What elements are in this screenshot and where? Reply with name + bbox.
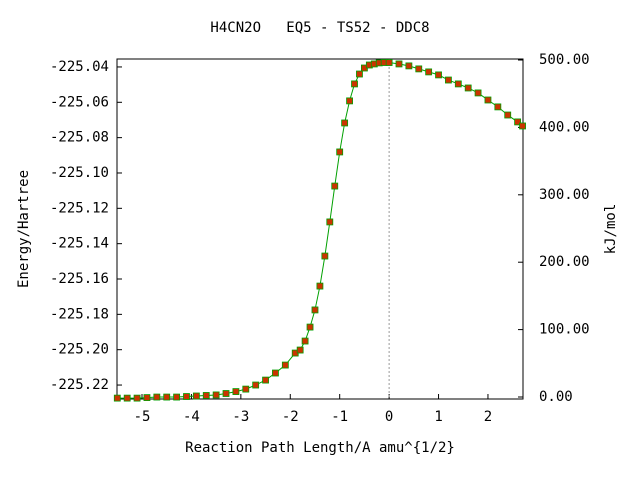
y2-tick-label: 0.00 (539, 389, 573, 405)
y2-tick-label: 500.00 (539, 52, 590, 68)
y-tick-label: -225.20 (50, 342, 109, 358)
chart-title: H4CN2O EQ5 - TS52 - DDC8 (210, 20, 429, 36)
y-tick-label: -225.16 (50, 271, 109, 287)
x-tick-label: -3 (232, 409, 249, 425)
data-point (222, 390, 230, 397)
data-point (301, 337, 309, 345)
y-tick-label: -225.10 (50, 165, 109, 181)
y-tick-label: -225.14 (50, 236, 109, 252)
data-point (385, 59, 393, 66)
data-point (395, 60, 403, 68)
data-point (113, 394, 121, 402)
data-point (484, 96, 492, 104)
x-tick-label: 2 (484, 409, 492, 425)
y-tick-label: -225.08 (50, 130, 109, 146)
data-point (306, 323, 314, 331)
data-point (504, 111, 512, 119)
y2-tick-label: 400.00 (539, 119, 590, 135)
data-point (326, 218, 334, 226)
data-point (311, 306, 319, 314)
data-point (464, 84, 472, 92)
data-point (341, 119, 349, 127)
y2-tick-label: 200.00 (539, 254, 590, 270)
data-point (405, 62, 413, 70)
data-point (331, 182, 339, 190)
y2-tick-label: 300.00 (539, 187, 590, 203)
data-point (232, 388, 240, 395)
data-point (519, 122, 526, 130)
y2-tick-label: 100.00 (539, 322, 590, 338)
y2-axis-label: kJ/mol (603, 204, 619, 255)
y-tick-label: -225.06 (50, 94, 109, 110)
data-point (202, 392, 210, 399)
x-tick-label: -4 (183, 409, 200, 425)
y-axis-label: Energy/Hartree (16, 170, 32, 288)
data-point (435, 71, 442, 79)
data-point (316, 282, 324, 290)
x-tick-label: -5 (134, 409, 151, 425)
data-point (336, 148, 344, 156)
data-point (262, 376, 269, 384)
data-point (143, 394, 151, 401)
data-point (514, 118, 522, 126)
data-point (296, 346, 304, 354)
data-point (346, 97, 353, 105)
x-tick-label: 1 (434, 409, 442, 425)
data-point (183, 393, 190, 400)
data-point (356, 70, 363, 78)
data-point (445, 76, 452, 84)
data-point (494, 103, 502, 111)
x-axis-label: Reaction Path Length/A amu^{1/2} (185, 440, 455, 456)
data-point (272, 369, 279, 377)
y-tick-label: -225.22 (50, 377, 109, 393)
data-point (153, 393, 161, 401)
data-point (351, 80, 358, 88)
data-point (242, 385, 250, 393)
plot-frame (116, 58, 524, 400)
y-tick-label: -225.12 (50, 200, 109, 216)
y-tick-label: -225.18 (50, 306, 109, 322)
data-point (454, 80, 462, 88)
energy-line (117, 62, 523, 399)
data-point (123, 394, 131, 402)
data-point (212, 391, 220, 399)
data-point (281, 361, 289, 369)
data-point (415, 65, 423, 73)
data-point (163, 393, 171, 401)
data-point (252, 381, 260, 389)
data-point (425, 68, 433, 76)
data-point (474, 89, 482, 97)
data-point (133, 394, 141, 402)
x-tick-label: 0 (385, 409, 393, 425)
x-tick-label: -1 (331, 409, 348, 425)
data-point (321, 252, 329, 260)
y-tick-label: -225.04 (50, 59, 109, 75)
data-point (192, 392, 200, 400)
x-tick-label: -2 (282, 409, 299, 425)
data-point (173, 393, 181, 401)
